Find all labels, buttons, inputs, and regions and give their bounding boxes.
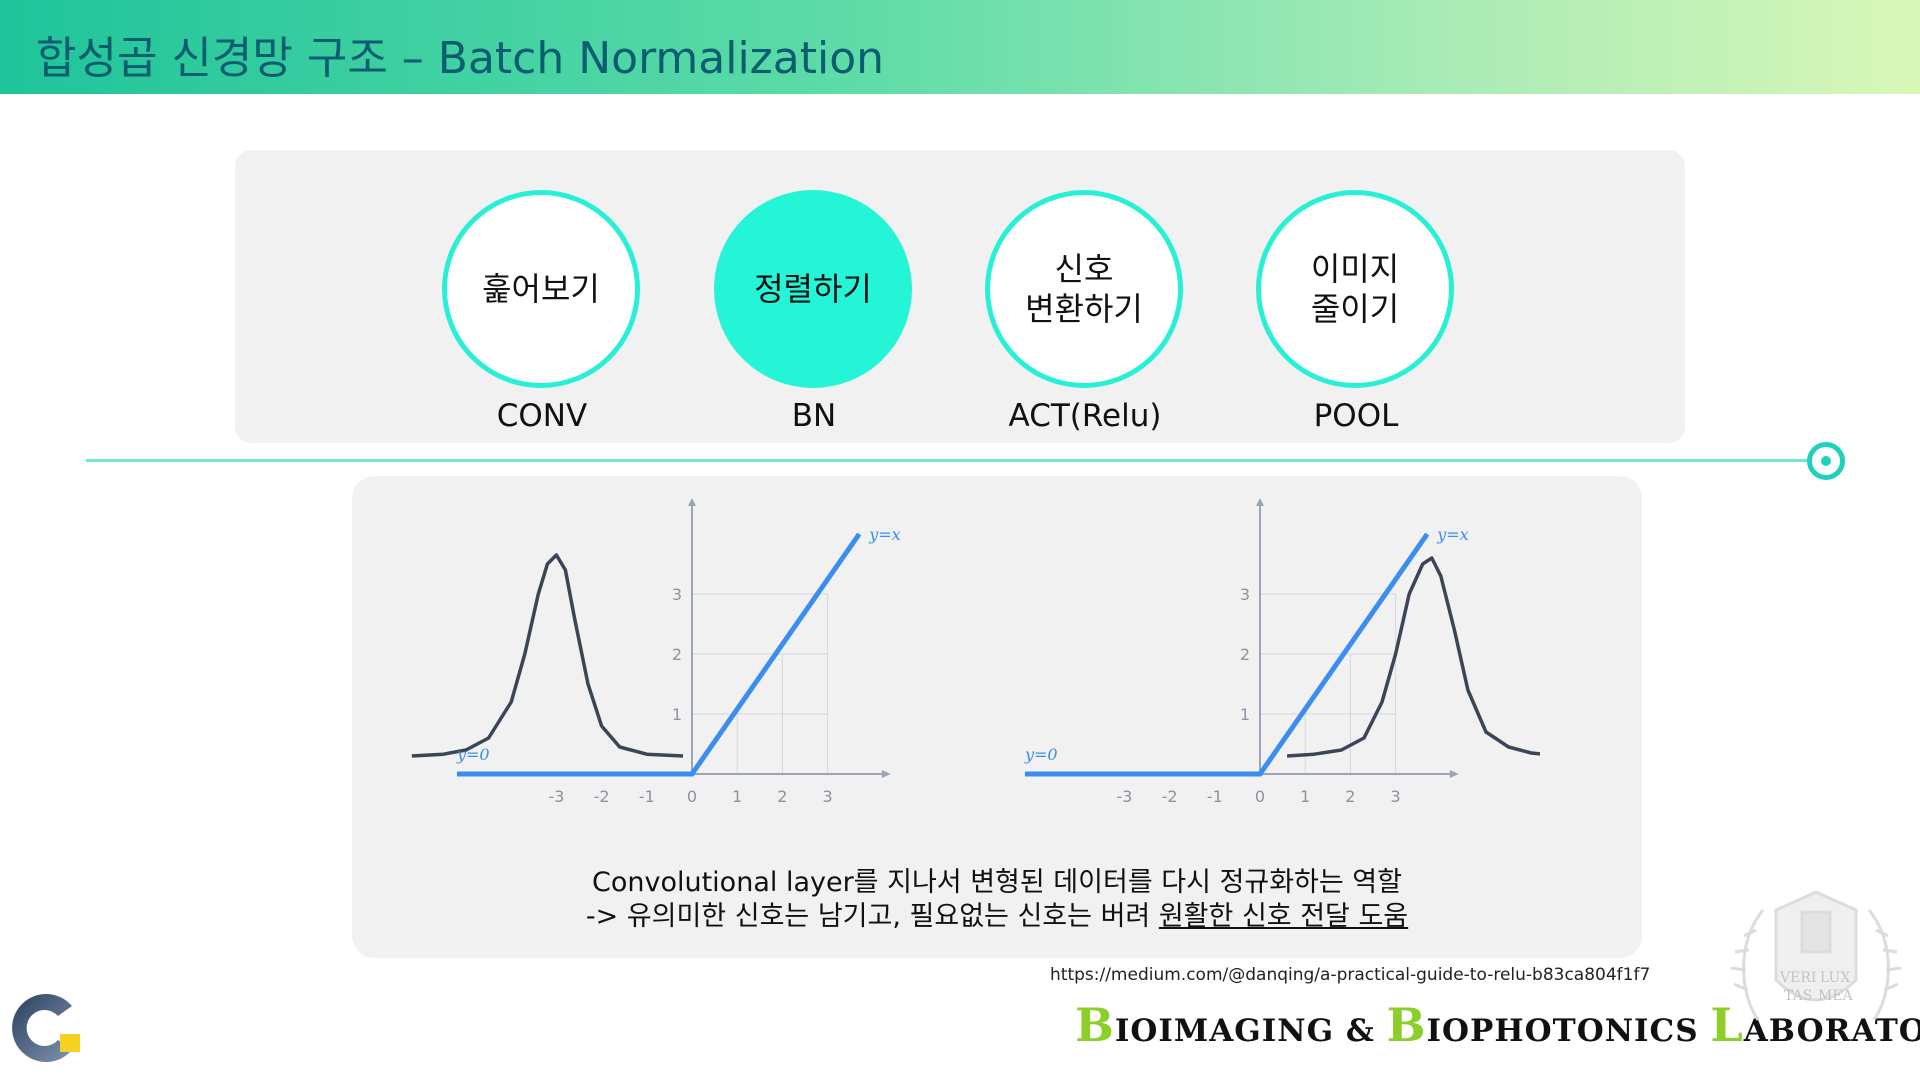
annotation-y-equals-0: y=0 (456, 745, 490, 764)
x-tick-label: -3 (1116, 787, 1132, 806)
step-bn: 정렬하기 BN (714, 190, 914, 440)
step-pool: 이미지 줄이기 POOL (1256, 190, 1456, 440)
y-tick-label: 3 (672, 585, 682, 604)
seal-word: LUX (1820, 970, 1850, 986)
y-axis-arrow (688, 498, 696, 506)
caption-underlined: 원활한 신호 전달 도움 (1158, 901, 1409, 932)
x-tick-label: 0 (687, 787, 697, 806)
header-bar: 합성곱 신경망 구조 – Batch Normalization (0, 0, 1920, 94)
step-circle: 훑어보기 (442, 190, 640, 388)
target-icon (1807, 442, 1845, 480)
x-tick-label: 2 (1345, 787, 1355, 806)
caption-line-2: -> 유의미한 신호는 남기고, 필요없는 신호는 버려 원활한 신호 전달 도… (585, 901, 1409, 932)
step-label: ACT(Relu) (1008, 398, 1162, 434)
x-tick-label: -2 (1162, 787, 1178, 806)
y-tick-label: 2 (672, 645, 682, 664)
step-circle: 이미지 줄이기 (1256, 190, 1454, 388)
step-conv: 훑어보기 CONV (442, 190, 642, 440)
x-tick-label: -2 (594, 787, 610, 806)
x-axis-arrow (881, 770, 891, 778)
distribution-curve (1286, 556, 1540, 758)
y-tick-label: 1 (1240, 705, 1250, 724)
relu-line (1024, 532, 1430, 777)
relu-chart-after: -3 -2 -1 0 1 2 3 1 2 3 y=x y=0 (1024, 498, 1540, 806)
distribution-curve (411, 553, 684, 758)
lab-name: BIOIMAGING & BIOPHOTONICS LABORATORY (1075, 998, 1920, 1052)
timeline-divider (86, 459, 1810, 462)
relu-chart-before: -3 -2 -1 0 1 2 3 1 2 3 y=x y=0 (411, 498, 901, 806)
x-tick-label: 0 (1255, 787, 1265, 806)
step-circle-highlighted: 정렬하기 (714, 190, 912, 388)
x-tick-label: 3 (1391, 787, 1401, 806)
page-title: 합성곱 신경망 구조 – Batch Normalization (36, 33, 885, 84)
step-label: POOL (1313, 398, 1399, 434)
x-tick-label: 1 (1300, 787, 1310, 806)
step-act: 신호 변환하기 ACT(Relu) (985, 190, 1185, 440)
step-label: BN (791, 398, 837, 434)
x-tick-label: 1 (732, 787, 742, 806)
annotation-y-equals-x: y=x (1436, 525, 1468, 544)
y-tick-label: 3 (1240, 585, 1250, 604)
y-axis-arrow (1256, 498, 1264, 506)
lab-logo-icon (12, 994, 80, 1062)
step-label: CONV (496, 398, 588, 434)
x-tick-label: 3 (823, 787, 833, 806)
seal-word: MEA (1818, 988, 1854, 1004)
seal-word: VERI (1779, 970, 1816, 986)
pipeline-panel: 훑어보기 CONV 정렬하기 BN 신호 변환하기 ACT(Relu) 이미지 … (235, 150, 1685, 443)
x-tick-label: 2 (777, 787, 787, 806)
university-seal-icon: VERI LUX TAS MEA (1730, 890, 1902, 1021)
x-tick-label: -1 (639, 787, 655, 806)
x-tick-label: -3 (548, 787, 564, 806)
caption-line-1: Convolutional layer를 지나서 변형된 데이터를 다시 정규화… (592, 867, 1402, 898)
y-tick-label: 2 (1240, 645, 1250, 664)
source-link[interactable]: https://medium.com/@danqing/a-practical-… (1050, 965, 1651, 985)
annotation-y-equals-x: y=x (868, 525, 900, 544)
step-circle: 신호 변환하기 (985, 190, 1183, 388)
annotation-y-equals-0: y=0 (1024, 745, 1058, 764)
seal-word: TAS (1784, 988, 1812, 1004)
x-axis-arrow (1449, 770, 1459, 778)
relu-panel: -3 -2 -1 0 1 2 3 1 2 3 y=x y=0 -3 -2 -1 0 1 2 3 1 2 3 y=x y=0 … (352, 476, 1642, 958)
relu-line (456, 532, 862, 777)
y-tick-label: 1 (672, 705, 682, 724)
x-tick-label: -1 (1207, 787, 1223, 806)
caption: Convolutional layer를 지나서 변형된 데이터를 다시 정규화… (352, 866, 1642, 934)
